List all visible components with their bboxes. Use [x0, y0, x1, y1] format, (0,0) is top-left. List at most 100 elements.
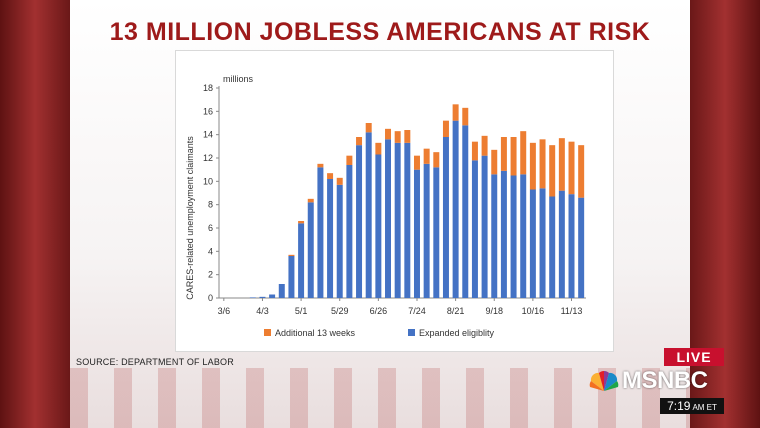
bar-additional-13-weeks	[298, 221, 305, 224]
bar-expanded-eligibility	[462, 125, 469, 298]
chart-card: millions CARES-related unemployment clai…	[175, 50, 614, 352]
x-tick-label: 5/29	[331, 306, 349, 316]
peacock-icon	[589, 370, 619, 391]
bar-expanded-eligibility	[327, 179, 334, 298]
bar-expanded-eligibility	[346, 165, 353, 298]
y-tick-label: 6	[208, 223, 213, 233]
bar-expanded-eligibility	[452, 120, 459, 299]
bar-expanded-eligibility	[356, 145, 363, 298]
bar-expanded-eligibility	[249, 297, 256, 298]
bar-expanded-eligibility	[394, 142, 401, 298]
y-tick-label: 2	[208, 270, 213, 280]
bar-additional-13-weeks	[423, 148, 430, 164]
bar-additional-13-weeks	[336, 177, 343, 185]
bar-expanded-eligibility	[500, 170, 507, 298]
legend-label-expanded: Expanded eligiblity	[419, 328, 495, 338]
bar-expanded-eligibility	[549, 196, 556, 298]
left-background-band	[0, 0, 70, 428]
bar-additional-13-weeks	[520, 131, 527, 175]
x-tick-label: 5/1	[295, 306, 308, 316]
bar-additional-13-weeks	[394, 131, 401, 143]
bar-additional-13-weeks	[539, 139, 546, 189]
bar-additional-13-weeks	[558, 138, 565, 191]
x-tick-label: 4/3	[256, 306, 269, 316]
x-tick-label: 8/21	[447, 306, 465, 316]
bar-expanded-eligibility	[336, 184, 343, 298]
bar-expanded-eligibility	[269, 294, 276, 298]
y-tick-label: 0	[208, 293, 213, 303]
bar-expanded-eligibility	[491, 174, 498, 298]
x-tick-label: 11/13	[561, 306, 583, 316]
bar-expanded-eligibility	[510, 175, 517, 298]
bar-additional-13-weeks	[510, 137, 517, 176]
decorative-stripes	[70, 368, 690, 428]
y-tick-label: 12	[203, 153, 213, 163]
bar-expanded-eligibility	[539, 188, 546, 298]
stacked-bar-chart: millions CARES-related unemployment clai…	[185, 74, 586, 338]
legend: Additional 13 weeks Expanded eligiblity	[264, 328, 495, 338]
x-tick-label: 6/26	[370, 306, 388, 316]
bar-expanded-eligibility	[278, 284, 285, 298]
bars	[249, 104, 585, 299]
bar-additional-13-weeks	[462, 107, 469, 126]
legend-label-additional: Additional 13 weeks	[275, 328, 356, 338]
bar-expanded-eligibility	[442, 137, 449, 298]
x-tick-label: 10/16	[522, 306, 545, 316]
bar-additional-13-weeks	[365, 123, 372, 133]
bar-additional-13-weeks	[404, 130, 411, 143]
x-tick-label: 3/6	[218, 306, 231, 316]
legend-swatch-expanded	[408, 329, 415, 336]
bar-additional-13-weeks	[491, 149, 498, 175]
network-brand: MSNBC	[588, 368, 728, 394]
y-tick-label: 4	[208, 246, 213, 256]
bar-expanded-eligibility	[481, 155, 488, 298]
legend-swatch-additional	[264, 329, 271, 336]
unit-label: millions	[223, 74, 254, 84]
x-tick-label: 7/24	[408, 306, 426, 316]
bar-additional-13-weeks	[307, 198, 314, 203]
bar-additional-13-weeks	[288, 254, 295, 256]
bar-additional-13-weeks	[356, 137, 363, 146]
bar-additional-13-weeks	[578, 145, 585, 198]
bar-expanded-eligibility	[365, 132, 372, 298]
network-name: MSNBC	[622, 367, 708, 394]
bar-expanded-eligibility	[578, 197, 585, 298]
bar-expanded-eligibility	[375, 154, 382, 298]
bar-additional-13-weeks	[529, 142, 536, 190]
bar-additional-13-weeks	[413, 155, 420, 170]
bar-additional-13-weeks	[433, 152, 440, 168]
clock-suffix: AM ET	[692, 403, 717, 412]
bar-additional-13-weeks	[452, 104, 459, 121]
bar-additional-13-weeks	[327, 173, 334, 179]
y-tick-label: 16	[203, 106, 213, 116]
bar-additional-13-weeks	[481, 135, 488, 156]
bar-expanded-eligibility	[529, 189, 536, 298]
y-axis-label: CARES-related unemployment claimants	[185, 136, 195, 300]
axes: 0 2 4 6 8 10 12 14 16 18 3/6 4/3 5/1 5/29 6/26 7/24 8/21…	[203, 83, 586, 316]
x-tick-label: 9/18	[485, 306, 503, 316]
y-tick-label: 8	[208, 200, 213, 210]
clock-time: 7:19	[667, 399, 691, 413]
bar-expanded-eligibility	[298, 223, 305, 298]
bar-expanded-eligibility	[568, 194, 575, 298]
bar-expanded-eligibility	[558, 190, 565, 298]
bar-additional-13-weeks	[471, 141, 478, 161]
bar-expanded-eligibility	[307, 202, 314, 298]
bar-additional-13-weeks	[442, 120, 449, 137]
live-badge: LIVE	[664, 348, 724, 366]
bar-expanded-eligibility	[385, 139, 392, 298]
bar-expanded-eligibility	[404, 142, 411, 298]
bar-additional-13-weeks	[549, 145, 556, 197]
bar-expanded-eligibility	[520, 174, 527, 298]
bar-expanded-eligibility	[317, 167, 324, 298]
bar-expanded-eligibility	[288, 256, 295, 298]
bar-additional-13-weeks	[568, 141, 575, 195]
source-note: SOURCE: DEPARTMENT OF LABOR	[76, 357, 234, 367]
bar-expanded-eligibility	[259, 296, 266, 298]
bar-additional-13-weeks	[375, 142, 382, 155]
bar-additional-13-weeks	[317, 163, 324, 168]
clock: 7:19 AM ET	[660, 398, 724, 414]
bar-expanded-eligibility	[423, 163, 430, 298]
bar-additional-13-weeks	[500, 137, 507, 171]
bar-expanded-eligibility	[433, 167, 440, 298]
